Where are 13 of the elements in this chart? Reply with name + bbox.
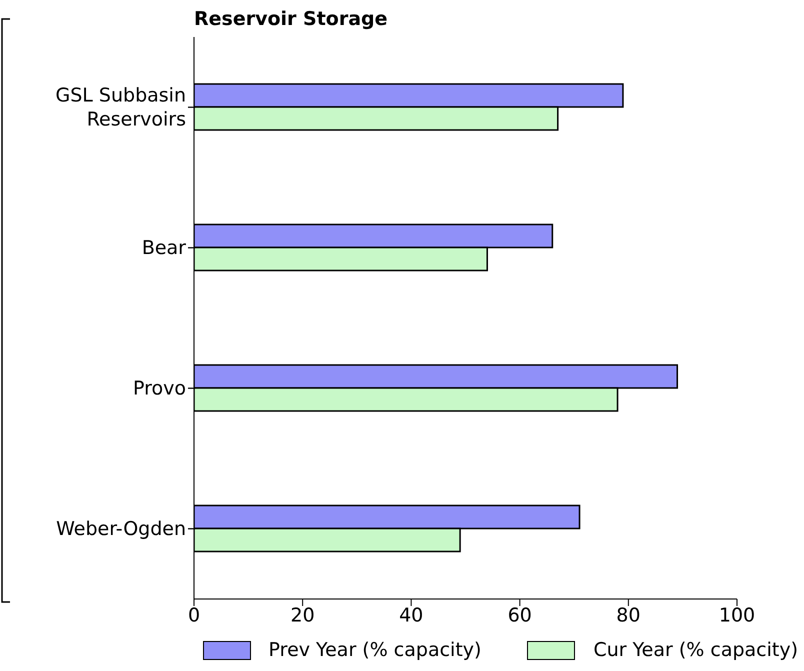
x-tick-label: 80 xyxy=(616,604,640,626)
x-tick-label: 100 xyxy=(718,604,756,626)
y-tick-label: Provo xyxy=(132,377,186,400)
x-tick-label: 0 xyxy=(188,604,200,626)
chart-title: Reservoir Storage xyxy=(194,8,388,30)
y-tick-label: Bear xyxy=(142,236,186,259)
y-tick-label: Weber-Ogden xyxy=(56,518,186,540)
x-tick-label: 60 xyxy=(508,604,532,626)
y-tick-label: GSL Subbasin Reservoirs xyxy=(56,84,186,130)
x-tick-label: 40 xyxy=(399,604,424,626)
x-tick-label: 20 xyxy=(290,604,315,626)
legend-label: Prev Year (% capacity) xyxy=(268,639,482,661)
legend-label: Cur Year (% capacity) xyxy=(593,639,798,661)
